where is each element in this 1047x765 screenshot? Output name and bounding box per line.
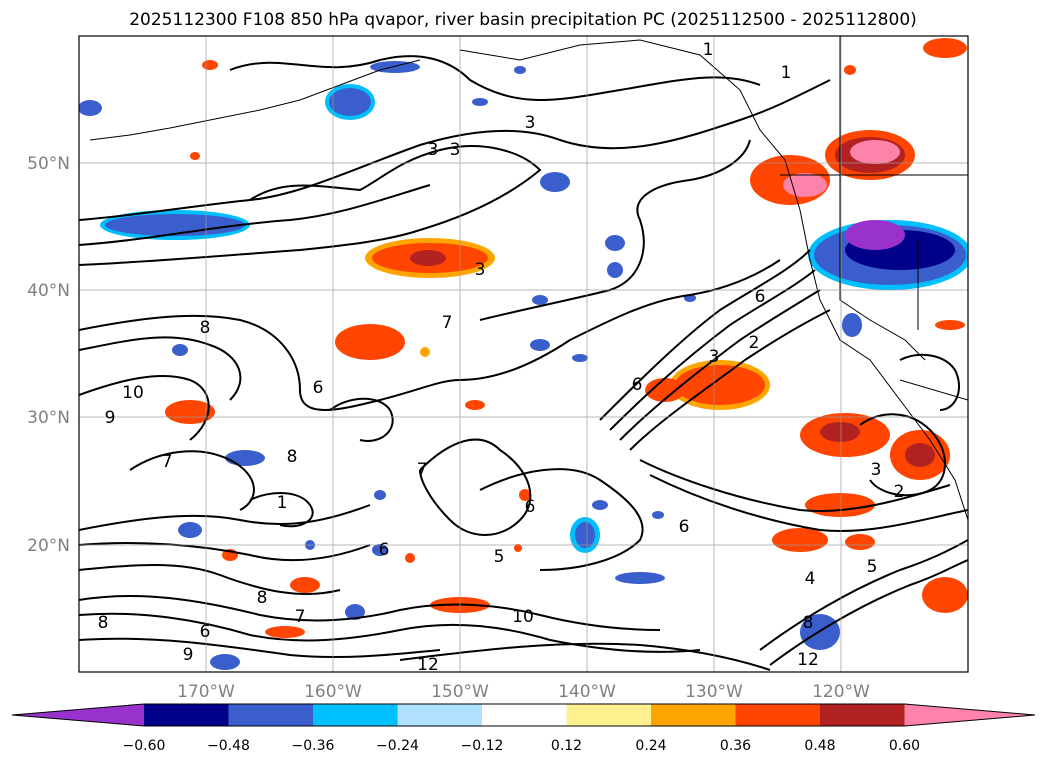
contour-label: 7: [417, 460, 428, 480]
contour-label: 9: [183, 645, 194, 665]
contour-label: 6: [379, 540, 390, 560]
contour-label: 3: [709, 347, 720, 367]
lat-label-40n: 40°N: [27, 281, 70, 301]
contour-label: 6: [679, 517, 690, 537]
latitude-labels: 50°N 40°N 30°N 20°N: [27, 154, 70, 556]
colorbar-bin: [313, 704, 398, 726]
contour-labels: 1 1 3 3 3 3 7 6 6 3 2 8 10 9 7 6 8 1 6 7…: [98, 40, 905, 675]
colorbar-bin: [566, 704, 651, 726]
colorbar-bin: [651, 704, 736, 726]
map-frame: [78, 35, 969, 673]
contour-label: 3: [871, 460, 882, 480]
colorbar-extend-right: [904, 704, 1035, 726]
figure-title: 2025112300 F108 850 hPa qvapor, river ba…: [129, 10, 917, 30]
contour-label: 6: [200, 622, 211, 642]
lon-label-130w: 130°W: [685, 682, 743, 702]
contour-label: 5: [867, 557, 878, 577]
contour-label: 3: [428, 140, 439, 160]
lat-label-50n: 50°N: [27, 154, 70, 174]
colorbar-tick-label: 0.48: [804, 738, 835, 754]
contour-label: 3: [450, 140, 461, 160]
contour-label: 7: [162, 452, 173, 472]
lon-label-120w: 120°W: [812, 682, 870, 702]
lon-label-170w: 170°W: [177, 682, 235, 702]
contour-label: 8: [287, 447, 298, 467]
contour-label: 5: [494, 547, 505, 567]
contour-label: 6: [313, 378, 324, 398]
colorbar-tick-label: 0.36: [720, 738, 751, 754]
qvapor-contours: [79, 55, 968, 671]
lon-label-160w: 160°W: [304, 682, 362, 702]
colorbar-tick-label: −0.12: [461, 738, 504, 754]
colorbar-tick-label: −0.36: [292, 738, 335, 754]
contour-label: 6: [755, 287, 766, 307]
contour-label: 8: [257, 588, 268, 608]
colorbar-extend-left: [12, 704, 144, 726]
lat-label-30n: 30°N: [27, 408, 70, 428]
colorbar-tick-labels: −0.60 −0.48 −0.36 −0.24 −0.12 0.12 0.24 …: [123, 738, 921, 754]
contour-label: 2: [894, 482, 905, 502]
contour-label: 8: [200, 318, 211, 338]
colorbar: −0.60 −0.48 −0.36 −0.24 −0.12 0.12 0.24 …: [11, 703, 1036, 754]
colorbar-bin: [735, 704, 820, 726]
colorbar-bin: [397, 704, 482, 726]
contour-label: 7: [295, 607, 306, 627]
precip-shading: [79, 38, 968, 670]
contour-label: 1: [703, 40, 714, 60]
contour-label: 6: [632, 375, 643, 395]
contour-label: 2: [749, 333, 760, 353]
contour-label: 12: [797, 650, 819, 670]
colorbar-tick-label: 0.12: [551, 738, 582, 754]
contour-label: 7: [442, 313, 453, 333]
colorbar-bin: [820, 704, 905, 726]
contour-label: 4: [805, 569, 816, 589]
contour-label: 6: [525, 497, 536, 517]
colorbar-tick-label: −0.60: [123, 738, 166, 754]
contour-label: 3: [475, 260, 486, 280]
lon-label-150w: 150°W: [431, 682, 489, 702]
colorbar-bin: [482, 704, 567, 726]
contour-label: 3: [525, 113, 536, 133]
contour-label: 1: [781, 63, 792, 83]
colorbar-tick-label: −0.24: [376, 738, 419, 754]
contour-label: 8: [803, 613, 814, 633]
lon-label-140w: 140°W: [558, 682, 616, 702]
colorbar-bin: [144, 704, 229, 726]
contour-label: 12: [417, 655, 439, 675]
colorbar-tick-label: −0.48: [207, 738, 250, 754]
coastlines: [89, 36, 968, 521]
contour-label: 10: [122, 383, 144, 403]
colorbar-bin: [228, 704, 313, 726]
graticule: [79, 36, 968, 672]
contour-label: 8: [98, 613, 109, 633]
colorbar-tick-label: 0.60: [889, 738, 920, 754]
map-area: 1 1 3 3 3 3 7 6 6 3 2 8 10 9 7 6 8 1 6 7…: [79, 36, 968, 675]
contour-label: 1: [277, 493, 288, 513]
contour-label: 9: [105, 408, 116, 428]
lat-label-20n: 20°N: [27, 536, 70, 556]
colorbar-tick-label: 0.24: [635, 738, 666, 754]
longitude-labels: 170°W 160°W 150°W 140°W 130°W 120°W: [177, 682, 870, 702]
contour-label: 10: [512, 607, 534, 627]
